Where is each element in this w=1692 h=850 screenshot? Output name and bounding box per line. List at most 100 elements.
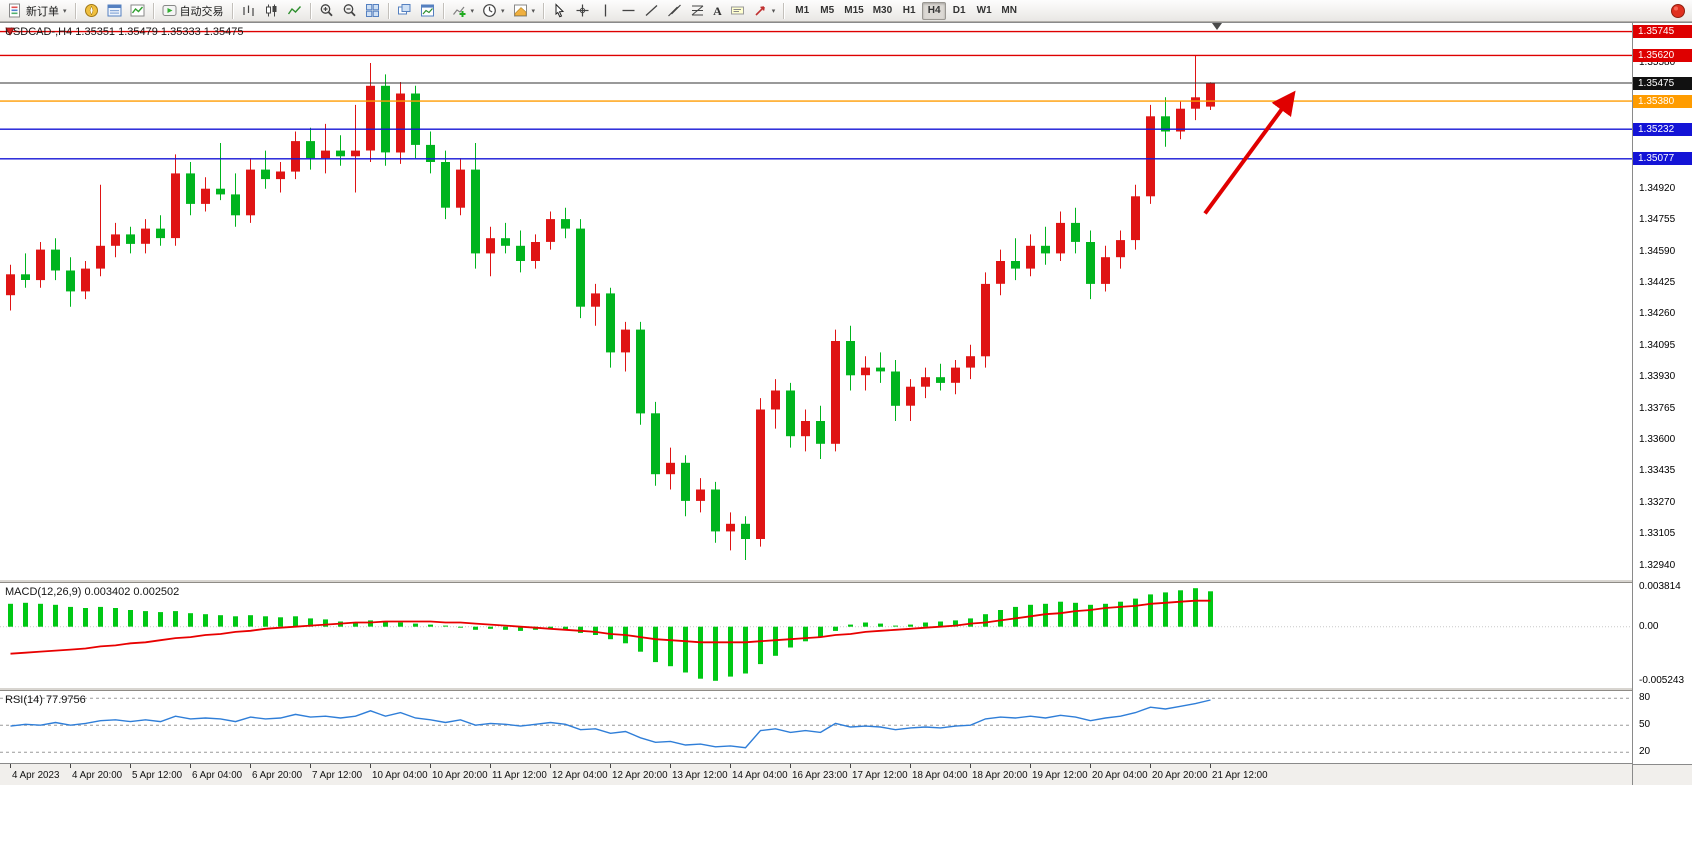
horizontal-line-button[interactable]: [617, 1, 640, 21]
line-chart-button[interactable]: [283, 1, 306, 21]
time-label: 19 Apr 12:00: [1032, 770, 1088, 781]
main-price-pane[interactable]: USDCAD-,H4 1.35351 1.35479 1.35333 1.354…: [0, 23, 1632, 579]
time-tick: [370, 764, 371, 768]
annotation-arrow[interactable]: [1203, 90, 1296, 215]
vertical-line-icon: [604, 4, 607, 17]
timeframe-M5[interactable]: M5: [820, 5, 835, 16]
timeframe-M30[interactable]: M30: [872, 5, 893, 16]
time-label: 10 Apr 04:00: [372, 770, 428, 781]
toolbar-separator: [387, 2, 389, 19]
rsi-pane[interactable]: RSI(14) 77.9756: [0, 691, 1632, 763]
chevron-down-icon: ▾: [470, 7, 475, 15]
periods-button[interactable]: ▾: [478, 1, 509, 21]
tile-windows-button[interactable]: [361, 1, 384, 21]
time-tick: [190, 764, 191, 768]
autotrading-button[interactable]: 自动交易: [158, 1, 228, 21]
time-label: 16 Apr 23:00: [792, 770, 848, 781]
arrows-icon: [755, 6, 765, 16]
symbol-ohlc-text: USDCAD-,H4 1.35351 1.35479 1.35333 1.354…: [5, 26, 244, 38]
cursor-button[interactable]: [548, 1, 571, 21]
time-tick: [1150, 764, 1151, 768]
scale-tick: 1.35580: [1639, 57, 1676, 68]
scale-tick: 1.34425: [1639, 276, 1676, 288]
time-tick: [490, 764, 491, 768]
time-tick: [970, 764, 971, 768]
fibonacci-icon: [691, 5, 704, 16]
timeframe-M15[interactable]: M15: [844, 5, 864, 16]
time-label: 10 Apr 20:00: [432, 770, 488, 781]
strategy-tester-button[interactable]: [126, 1, 149, 21]
scale-tick: 1.34755: [1639, 214, 1676, 226]
chart-window: USDCAD-,H4 1.35351 1.35479 1.35333 1.354…: [0, 22, 1692, 785]
time-axis[interactable]: 4 Apr 2023 4 Apr 20:00 5 Apr 12:00 6 Apr 04…: [0, 764, 1632, 785]
crosshair-button[interactable]: [571, 1, 594, 21]
chart-symbol-header: USDCAD-,H4 1.35351 1.35479 1.35333 1.354…: [5, 26, 244, 38]
arrange-windows-icon: [420, 4, 434, 17]
toolbar-separator: [231, 2, 233, 19]
scale-tick: 1.33600: [1639, 434, 1676, 445]
time-label: 20 Apr 20:00: [1152, 770, 1208, 781]
zoom-out-icon: [343, 4, 356, 17]
time-label: 17 Apr 12:00: [852, 770, 908, 781]
profiles-button[interactable]: [80, 1, 103, 21]
candlestick-chart: [0, 30, 1632, 560]
trendline-button[interactable]: [640, 1, 663, 21]
new-order-button[interactable]: 新订单 ▾: [4, 1, 71, 21]
terminal-icon: [107, 4, 122, 17]
macd-pane[interactable]: MACD(12,26,9) 0.003402 0.002502: [0, 583, 1632, 687]
text-label-button[interactable]: [726, 1, 749, 21]
arrange-windows-button[interactable]: [416, 1, 439, 21]
timeframe-H1[interactable]: H1: [902, 5, 916, 16]
timeframe-MN[interactable]: MN: [1001, 5, 1017, 16]
time-label: 4 Apr 2023: [12, 770, 60, 781]
fibonacci-button[interactable]: [686, 1, 709, 21]
macd-chart: [0, 588, 1632, 681]
cascade-windows-button[interactable]: [393, 1, 416, 21]
autotrading-label: 自动交易: [179, 5, 224, 18]
horizontal-line-icon: [622, 9, 635, 12]
time-label: 13 Apr 12:00: [672, 770, 728, 781]
timeframe-W1[interactable]: W1: [976, 5, 992, 16]
arrows-button[interactable]: ▾: [749, 1, 780, 21]
time-label: 21 Apr 12:00: [1212, 770, 1268, 781]
macd-title: MACD(12,26,9) 0.003402 0.002502: [5, 586, 180, 598]
new-order-label: 新订单: [26, 5, 59, 18]
notification-area: [1670, 3, 1688, 19]
time-tick: [310, 764, 311, 768]
templates-button[interactable]: ▾: [509, 1, 540, 21]
profiles-icon: [84, 4, 98, 17]
notification-icon[interactable]: [1670, 3, 1686, 19]
indicators-button[interactable]: ▾: [448, 1, 479, 21]
hline-price-label: 1.35380: [1633, 94, 1692, 108]
pane-splitter[interactable]: [0, 579, 1632, 583]
time-tick: [250, 764, 251, 768]
pane-splitter[interactable]: [0, 687, 1632, 691]
scale-tick: 1.33765: [1639, 402, 1676, 414]
timeframe-toolbar: M1 M5 M15 M30 H1 H4 D1 W1 MN: [790, 1, 1021, 20]
strategy-tester-icon: [130, 4, 145, 17]
equidistant-channel-button[interactable]: [663, 1, 686, 21]
zoom-out-button[interactable]: [338, 1, 361, 21]
zoom-in-button[interactable]: [315, 1, 338, 21]
chart-shift-marker[interactable]: [1212, 23, 1222, 30]
rsi-scale-tick: 20: [1639, 746, 1651, 758]
timeframe-D1[interactable]: D1: [952, 5, 966, 16]
text-button[interactable]: A: [709, 1, 726, 21]
toolbar-separator: [309, 2, 311, 19]
time-tick: [790, 764, 791, 768]
time-tick: [610, 764, 611, 768]
timeframe-M1[interactable]: M1: [795, 5, 810, 16]
equidistant-channel-icon: [668, 4, 681, 17]
vertical-line-button[interactable]: [594, 1, 617, 21]
price-scale[interactable]: 1.35580 1.34920 1.34755 1.34590 1.34425 1.342…: [1632, 23, 1692, 785]
bar-chart-icon: [242, 5, 254, 16]
bar-chart-button[interactable]: [237, 1, 260, 21]
timeframe-H4[interactable]: H4: [922, 1, 947, 20]
rsi-scale-tick: 50: [1639, 719, 1651, 731]
axis-border: [0, 763, 1632, 764]
time-tick: [1210, 764, 1211, 768]
line-chart-icon: [287, 6, 301, 15]
time-label: 6 Apr 04:00: [192, 770, 243, 781]
terminal-button[interactable]: [103, 1, 126, 21]
candlestick-chart-button[interactable]: [260, 1, 283, 21]
